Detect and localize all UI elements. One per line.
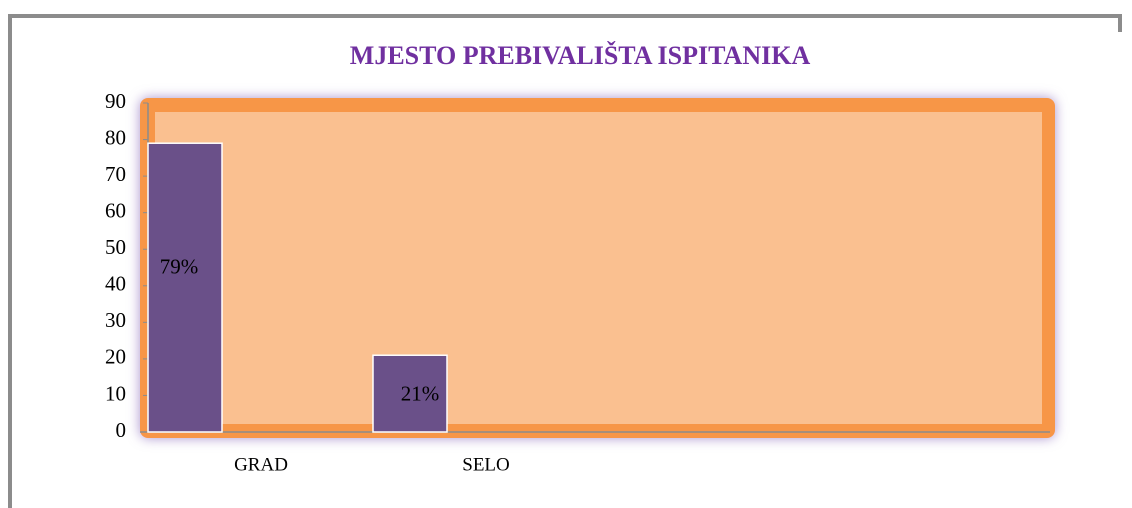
bar	[372, 354, 448, 433]
x-tick-label: GRAD	[234, 454, 288, 475]
y-tick-label: 90	[105, 89, 126, 113]
y-tick-label: 30	[105, 308, 126, 332]
value-label: 79%	[160, 254, 199, 278]
value-label: 21%	[401, 381, 440, 405]
y-tick-label: 10	[105, 381, 126, 405]
y-tick-label: 70	[105, 162, 126, 186]
y-tick-label: 50	[105, 235, 126, 259]
frame	[8, 14, 1122, 508]
y-tick-label: 0	[116, 418, 127, 442]
plot-area	[155, 112, 1042, 424]
y-tick-label: 80	[105, 125, 126, 149]
y-tick-label: 60	[105, 198, 126, 222]
x-tick-label: SELO	[462, 454, 510, 475]
chart-title: MJESTO PREBIVALIŠTA ISPITANIKA	[350, 41, 811, 70]
y-tick-label: 40	[105, 272, 126, 296]
bar	[147, 142, 223, 433]
y-tick-label: 20	[105, 345, 126, 369]
